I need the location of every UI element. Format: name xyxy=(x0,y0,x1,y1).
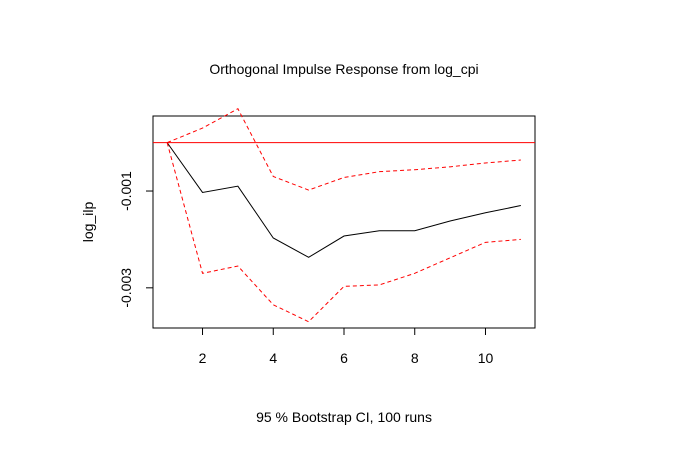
x-tick-label: 2 xyxy=(199,350,207,366)
chart-title: Orthogonal Impulse Response from log_cpi xyxy=(209,61,478,77)
plot-frame xyxy=(152,115,536,329)
x-tick-label: 6 xyxy=(340,350,348,366)
y-tick-label: -0.001 xyxy=(118,171,134,211)
series-layer xyxy=(166,108,521,323)
y-axis-label: log_ilp xyxy=(80,202,96,243)
x-tick-label: 4 xyxy=(269,350,277,366)
series-line-response xyxy=(166,142,521,258)
y-tick-label: -0.003 xyxy=(118,268,134,308)
y-axis: -0.003 -0.001 xyxy=(118,171,154,308)
x-axis-label: 95 % Bootstrap CI, 100 runs xyxy=(256,409,432,425)
series-line-upper xyxy=(166,108,521,191)
x-axis: 2 4 6 8 10 xyxy=(199,327,494,366)
x-tick-label: 8 xyxy=(411,350,419,366)
series-line-lower xyxy=(166,142,521,323)
x-tick-label: 10 xyxy=(478,350,494,366)
